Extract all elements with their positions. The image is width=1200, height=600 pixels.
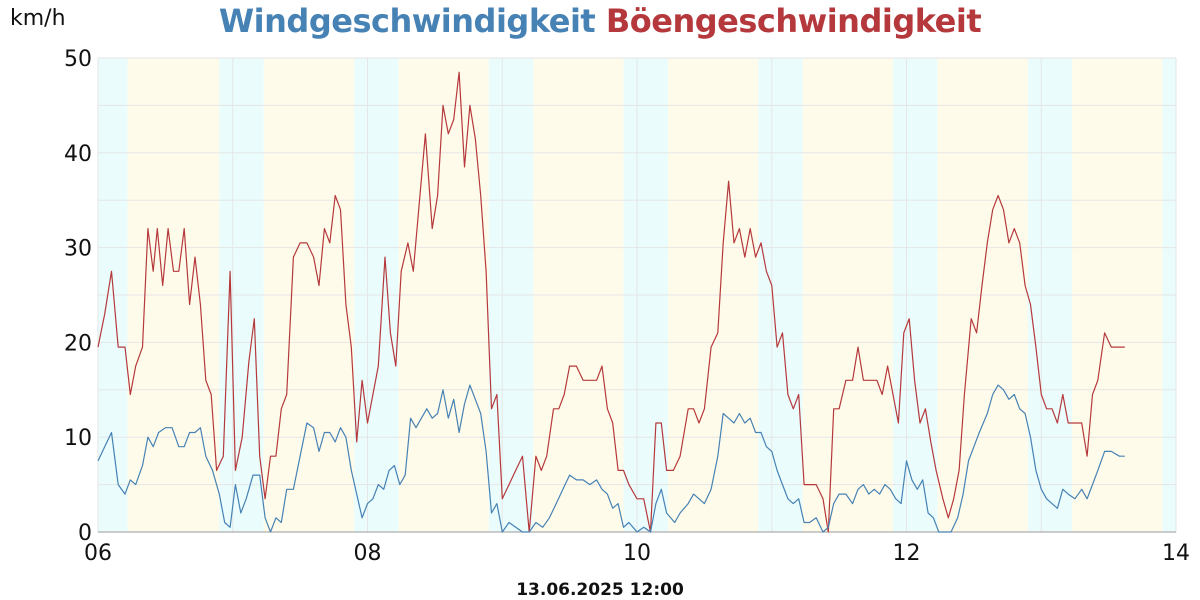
y-tick-label: 30	[64, 237, 92, 262]
title-windgeschwindigkeit: Windgeschwindigkeit	[218, 2, 596, 40]
chart-title: Windgeschwindigkeit Böengeschwindigkeit	[0, 2, 1200, 40]
series-line-gust	[97, 71, 1125, 533]
y-tick-label: 20	[64, 331, 92, 356]
x-tick-label: 14	[1162, 541, 1190, 566]
timestamp-label: 13.06.2025 12:00	[516, 580, 684, 600]
y-tick-label: 40	[64, 142, 92, 167]
x-tick-label: 12	[893, 541, 921, 566]
y-axis-unit-label: km/h	[10, 6, 66, 31]
x-tick-label: 06	[84, 541, 112, 566]
series-lines	[97, 71, 1125, 533]
x-tick-label: 10	[623, 541, 651, 566]
title-boeengeschwindigkeit: Böengeschwindigkeit	[605, 2, 982, 40]
series-line-wind	[97, 384, 1125, 533]
y-tick-label: 0	[78, 521, 92, 546]
y-tick-label: 50	[64, 47, 92, 72]
x-tick-label: 08	[354, 541, 382, 566]
y-tick-label: 10	[64, 426, 92, 451]
tick-labels: 0 10 20 30 40 50 06 08 10 12 14	[64, 47, 1190, 566]
